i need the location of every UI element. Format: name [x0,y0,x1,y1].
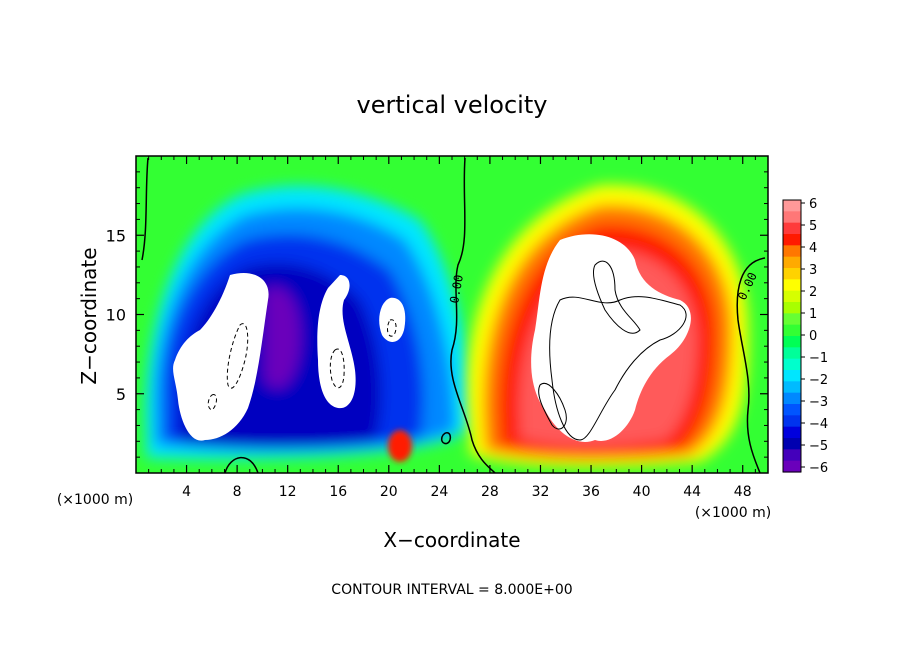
downdraft-core-1 [173,272,269,441]
colorbar-swatch [783,404,801,416]
colorbar-tick-label: 2 [809,285,817,300]
colorbar-swatch [783,358,801,371]
colorbar-swatch [783,200,801,212]
x-tick-label: 48 [734,484,752,500]
y-tick-label: 5 [116,385,126,404]
colorbar-swatch [783,426,801,439]
colorbar-tick-label: 5 [809,219,817,234]
colorbar-swatch [783,438,801,450]
colorbar-tick-label: −4 [809,417,828,432]
colorbar-swatch [783,290,801,303]
x-tick-label: 4 [182,484,191,500]
colorbar-swatch [783,279,801,292]
x-tick-label: 32 [532,484,550,500]
colorbar-swatch [783,302,801,314]
colorbar: 6 5 4 3 2 1 0 −1 −2 −3 −4 −5 −6 [782,197,828,476]
colorbar-swatch [783,460,801,473]
small-updraft [388,430,412,462]
x-tick-label: 16 [329,484,347,500]
x-tick-label: 20 [380,484,398,500]
colorbar-swatch [783,336,801,348]
colorbar-swatch [783,211,801,224]
zero-contours [141,157,766,473]
x-unit-left: (×1000 m) [57,492,133,508]
colorbar-tick-label: 0 [809,329,817,344]
contour-interval-note: CONTOUR INTERVAL = 8.000E+00 [331,582,572,598]
colorbar-swatch [783,370,801,382]
y-tick-label: 10 [106,306,126,325]
x-tick-label: 28 [481,484,499,500]
downdraft-core-2 [317,275,356,409]
colorbar-swatch [783,415,801,428]
colorbar-tick-label: 6 [809,197,817,212]
colorbar-swatch [783,392,801,405]
colorbar-tick-label: −6 [809,461,828,476]
chart-title: vertical velocity [357,91,548,119]
colorbar-swatch [783,381,801,394]
x-tick-label: 44 [683,484,701,500]
x-tick-label: 40 [633,484,651,500]
colorbar-frame [782,199,802,473]
colorbar-tick-label: −2 [809,373,828,388]
x-tick-label: 8 [233,484,242,500]
heatmap-field: 0.00 0.00 [136,156,768,473]
colorbar-swatch [783,234,801,246]
colorbar-swatch [783,313,801,326]
colorbar-tick-label: 3 [809,263,817,278]
y-axis-label: Z−coordinate [77,247,101,384]
colorbar-swatch [783,256,801,269]
y-axis: 5 10 15 [106,171,768,458]
contour-label-0: 0.00 [447,274,466,305]
x-unit-right: (×1000 m) [695,505,771,521]
x-axis-label: X−coordinate [383,528,520,552]
updraft-core [531,234,691,442]
updraft-contours [538,260,687,441]
x-tick-label: 24 [430,484,448,500]
x-axis: 4 8 12 16 20 24 28 32 36 40 44 48 [148,156,756,500]
x-tick-label: 12 [279,484,297,500]
colorbar-swatch [783,245,801,258]
y-tick-label: 15 [106,226,126,245]
colorbar-tick-label: 1 [809,307,817,322]
colorbar-swatch [783,347,801,360]
colorbar-swatch [783,324,801,337]
colorbar-tick-label: −1 [809,351,828,366]
colorbar-tick-label: −5 [809,439,828,454]
colorbar-swatch [783,268,801,280]
colorbar-swatch [783,449,801,462]
colorbar-tick-label: 4 [809,241,817,256]
x-tick-label: 36 [582,484,600,500]
downdraft-cores [173,272,406,441]
colorbar-swatch [783,222,801,235]
colorbar-tick-label: −3 [809,395,828,410]
downdraft-contours [207,319,397,411]
